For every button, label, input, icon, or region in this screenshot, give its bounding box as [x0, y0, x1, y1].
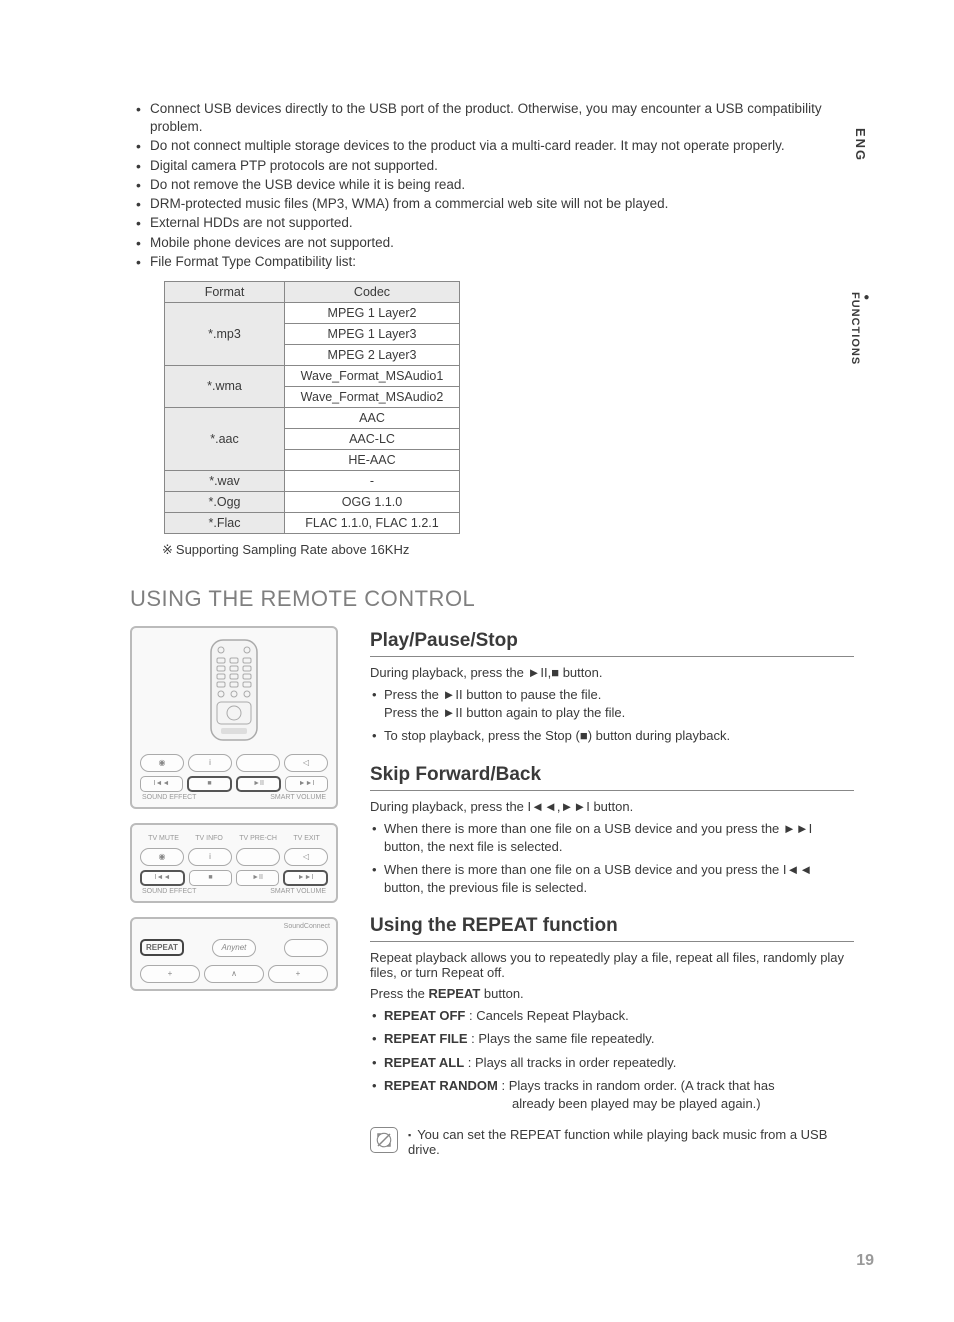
remote-label: SOUND EFFECT — [142, 794, 196, 801]
intro-bullet: External HDDs are not supported. — [150, 214, 854, 232]
skip-heading: Skip Forward/Back — [370, 764, 854, 791]
list-item: When there is more than one file on a US… — [384, 820, 854, 856]
repeat-list: REPEAT OFF : Cancels Repeat Playback. RE… — [370, 1007, 854, 1113]
table-cell: FLAC 1.1.0, FLAC 1.2.1 — [285, 512, 460, 533]
remote-button-icon: ◉ — [140, 848, 184, 866]
list-item: REPEAT ALL : Plays all tracks in order r… — [384, 1054, 854, 1072]
repeat-intro: Repeat playback allows you to repeatedly… — [370, 950, 854, 980]
intro-bullet: File Format Type Compatibility list: — [150, 253, 854, 271]
list-item: REPEAT RANDOM : Plays tracks in random o… — [384, 1077, 854, 1113]
format-compatibility-table: Format Codec *.mp3MPEG 1 Layer2 MPEG 1 L… — [164, 281, 460, 534]
skip-intro: During playback, press the I◄◄,►►I butto… — [370, 799, 854, 814]
remote-stop-icon: ■ — [189, 870, 232, 886]
repeat-heading: Using the REPEAT function — [370, 915, 854, 942]
table-cell: *.mp3 — [165, 302, 285, 365]
intro-bullet: Do not connect multiple storage devices … — [150, 137, 854, 155]
remote-button-icon: ◁ — [284, 754, 328, 772]
skip-list: When there is more than one file on a US… — [370, 820, 854, 898]
intro-bullet: Connect USB devices directly to the USB … — [150, 100, 854, 136]
remote-stop-icon: ■ — [187, 776, 232, 792]
remote-label: TV EXIT — [293, 835, 319, 842]
intro-bullet: Mobile phone devices are not supported. — [150, 234, 854, 252]
sampling-rate-note: Supporting Sampling Rate above 16KHz — [162, 542, 854, 558]
table-cell: - — [285, 470, 460, 491]
table-cell: AAC — [285, 407, 460, 428]
list-item: To stop playback, press the Stop (■) but… — [384, 727, 854, 745]
remote-icon — [199, 638, 269, 748]
list-item: REPEAT OFF : Cancels Repeat Playback. — [384, 1007, 854, 1025]
table-cell: Wave_Format_MSAudio2 — [285, 386, 460, 407]
list-item: REPEAT FILE : Plays the same file repeat… — [384, 1030, 854, 1048]
table-cell: HE-AAC — [285, 449, 460, 470]
remote-button-icon — [236, 848, 280, 866]
remote-prev-icon: I◄◄ — [140, 776, 183, 792]
remote-playpause-icon: ►II — [236, 870, 279, 886]
section-heading: USING THE REMOTE CONTROL — [130, 586, 854, 612]
remote-next-icon: ►►I — [285, 776, 328, 792]
table-cell: *.Flac — [165, 512, 285, 533]
table-cell: *.wav — [165, 470, 285, 491]
table-header-codec: Codec — [285, 281, 460, 302]
remote-button-icon — [236, 754, 280, 772]
table-cell: *.wma — [165, 365, 285, 407]
remote-prev-icon: I◄◄ — [140, 870, 185, 886]
remote-label: TV MUTE — [148, 835, 179, 842]
intro-bullet: DRM-protected music files (MP3, WMA) fro… — [150, 195, 854, 213]
note-box: You can set the REPEAT function while pl… — [370, 1127, 854, 1157]
remote-button-icon: i — [188, 754, 232, 772]
play-pause-heading: Play/Pause/Stop — [370, 630, 854, 657]
remote-button-icon: ◁ — [284, 848, 328, 866]
remote-diagram-repeat: SoundConnect REPEAT Anynet + ∧ + — [130, 917, 338, 991]
page-number: 19 — [856, 1252, 874, 1270]
remote-label: TV PRE-CH — [239, 835, 277, 842]
table-header-format: Format — [165, 281, 285, 302]
table-cell: MPEG 2 Layer3 — [285, 344, 460, 365]
table-cell: MPEG 1 Layer3 — [285, 323, 460, 344]
remote-plus-icon: + — [140, 965, 200, 983]
remote-repeat-button: REPEAT — [140, 939, 184, 956]
table-cell: OGG 1.1.0 — [285, 491, 460, 512]
play-pause-intro: During playback, press the ►II,■ button. — [370, 665, 854, 680]
table-cell: Wave_Format_MSAudio1 — [285, 365, 460, 386]
remote-button-icon — [284, 939, 328, 957]
remote-button-icon: Anynet — [212, 939, 256, 957]
intro-bullet: Digital camera PTP protocols are not sup… — [150, 157, 854, 175]
soundconnect-label: SoundConnect — [284, 923, 330, 930]
list-item: When there is more than one file on a US… — [384, 861, 854, 897]
remote-button-icon: i — [188, 848, 232, 866]
note-icon — [370, 1127, 398, 1153]
list-item: Press the ►II button to pause the file. … — [384, 686, 854, 722]
remote-diagram-full: ◉ i ◁ I◄◄ ■ ►II ►►I SOUND EFFECT SMART V… — [130, 626, 338, 809]
play-pause-list: Press the ►II button to pause the file. … — [370, 686, 854, 746]
remote-next-icon: ►►I — [283, 870, 328, 886]
remote-button-icon: ◉ — [140, 754, 184, 772]
repeat-press: Press the REPEAT button. — [370, 986, 854, 1001]
note-text: You can set the REPEAT function while pl… — [408, 1127, 854, 1157]
section-tab: FUNCTIONS — [849, 292, 872, 365]
intro-bullet-list: Connect USB devices directly to the USB … — [130, 100, 854, 271]
intro-bullet: Do not remove the USB device while it is… — [150, 176, 854, 194]
remote-playpause-icon: ►II — [236, 776, 281, 792]
table-cell: *.aac — [165, 407, 285, 470]
remote-diagram-skip: TV MUTE TV INFO TV PRE-CH TV EXIT ◉ i ◁ … — [130, 823, 338, 903]
table-cell: AAC-LC — [285, 428, 460, 449]
table-cell: *.Ogg — [165, 491, 285, 512]
table-cell: MPEG 1 Layer2 — [285, 302, 460, 323]
remote-label: SOUND EFFECT — [142, 888, 196, 895]
remote-label: TV INFO — [195, 835, 223, 842]
language-tab: ENG — [853, 128, 868, 162]
remote-label: SMART VOLUME — [270, 794, 326, 801]
remote-label: SMART VOLUME — [270, 888, 326, 895]
remote-up-icon: ∧ — [204, 965, 264, 983]
remote-plus-icon: + — [268, 965, 328, 983]
